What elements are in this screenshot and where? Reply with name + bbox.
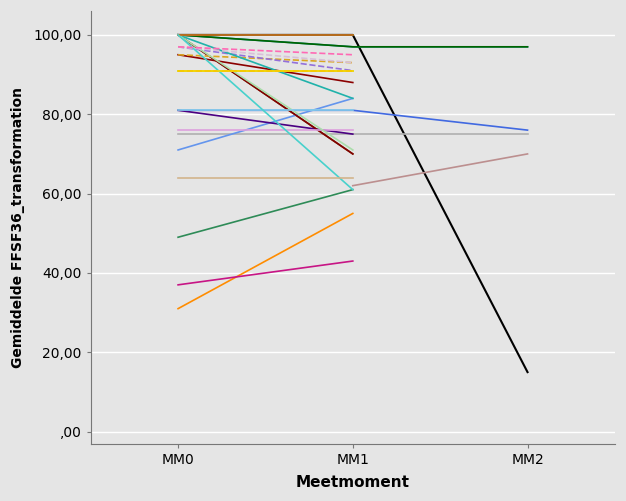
X-axis label: Meetmoment: Meetmoment [296, 475, 410, 490]
Y-axis label: Gemiddelde FFSF36_transformation: Gemiddelde FFSF36_transformation [11, 87, 25, 368]
